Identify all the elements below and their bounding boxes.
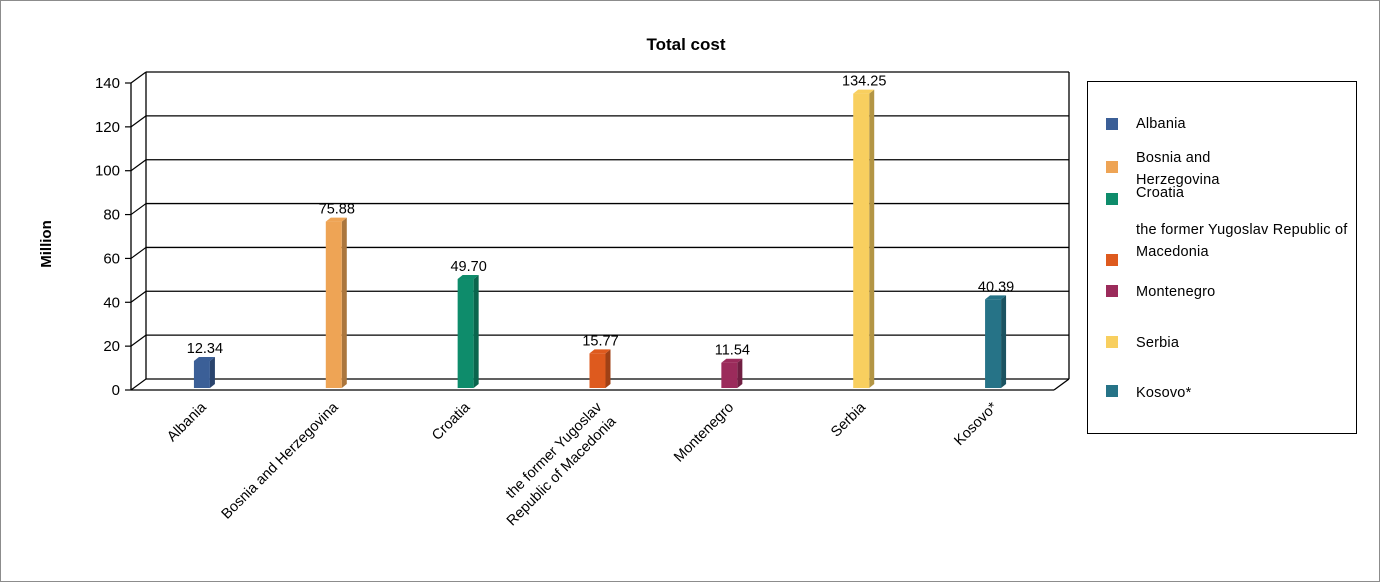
x-tick-label: Croatia	[429, 399, 474, 444]
bar-side	[737, 358, 743, 388]
gridline-side	[130, 334, 147, 347]
data-label: 49.70	[450, 259, 486, 275]
legend-swatch	[1106, 118, 1118, 130]
bar	[325, 221, 342, 388]
legend-swatch	[1106, 385, 1118, 397]
gridline-side	[130, 378, 147, 391]
bar	[457, 279, 474, 388]
bar	[589, 353, 606, 388]
x-tick-label: the former YugoslavRepublic of Macedonia	[490, 399, 620, 529]
data-label: 12.34	[187, 341, 223, 357]
bar-side	[605, 349, 611, 388]
legend-label: Albania	[1136, 116, 1186, 132]
bar-top	[457, 275, 479, 280]
legend-label: Serbia	[1136, 335, 1180, 351]
x-tick-label: Kosovo*	[951, 399, 1001, 449]
data-label: 134.25	[842, 74, 886, 90]
y-tick-label: 60	[103, 250, 120, 267]
x-tick-label: Montenegro	[671, 400, 737, 466]
bar-side	[341, 217, 347, 388]
legend-label: Kosovo*	[1136, 385, 1192, 401]
data-label: 15.77	[582, 333, 618, 349]
y-axis-label: Million	[38, 220, 55, 268]
data-label: 11.54	[715, 343, 750, 359]
floor-right-edge	[1053, 378, 1070, 391]
legend-swatch	[1106, 336, 1118, 348]
gridline-side	[130, 203, 147, 216]
legend-label: Bosnia and Herzegovina	[1136, 150, 1220, 188]
gridline-side	[130, 159, 147, 172]
y-tick-label: 20	[103, 338, 120, 355]
y-tick-label: 40	[103, 294, 120, 311]
legend: Albania Bosnia and Herzegovina Croatia the …	[1087, 81, 1357, 434]
y-tick-label: 100	[95, 163, 120, 180]
data-label: 40.39	[978, 279, 1014, 295]
legend-swatch	[1106, 193, 1118, 205]
chart-title: Total cost	[646, 35, 725, 54]
gridline-side	[130, 290, 147, 303]
bar-side	[209, 356, 215, 388]
legend-label: the former Yugoslav Republic of Macedoni…	[1136, 222, 1348, 260]
legend-label: Croatia	[1136, 185, 1185, 201]
y-tick-label: 120	[95, 119, 120, 136]
bar-top	[853, 89, 875, 94]
legend-swatch	[1106, 254, 1118, 266]
bar-side	[869, 89, 875, 389]
y-tick-label: 0	[112, 382, 120, 399]
gridline-side	[130, 71, 147, 84]
x-tick-label: Bosnia and Herzegovina	[219, 399, 343, 523]
y-tick-label: 140	[95, 75, 120, 92]
legend-swatch	[1106, 161, 1118, 173]
gridline-side	[130, 115, 147, 128]
data-label: 75.88	[319, 202, 355, 218]
legend-label: Montenegro	[1136, 284, 1216, 300]
bar-side	[473, 275, 479, 388]
x-tick-label: Albania	[164, 399, 210, 445]
bar-top	[985, 295, 1007, 300]
bar-top	[193, 356, 215, 361]
legend-swatch	[1106, 285, 1118, 297]
bar	[853, 93, 870, 389]
x-tick-label: Serbia	[828, 399, 870, 441]
bar	[721, 362, 738, 388]
bar-top	[721, 358, 743, 363]
bar-side	[1001, 295, 1007, 388]
bar-top	[325, 217, 347, 222]
gridline-side	[130, 246, 147, 259]
y-tick-label: 80	[103, 207, 120, 224]
bar-top	[589, 349, 611, 354]
bar	[193, 360, 210, 388]
bar	[985, 299, 1002, 388]
plot-area: 0 20 40 60 80 100 120 140 12.34 Albania 75.88 Bosni…	[95, 71, 1070, 529]
